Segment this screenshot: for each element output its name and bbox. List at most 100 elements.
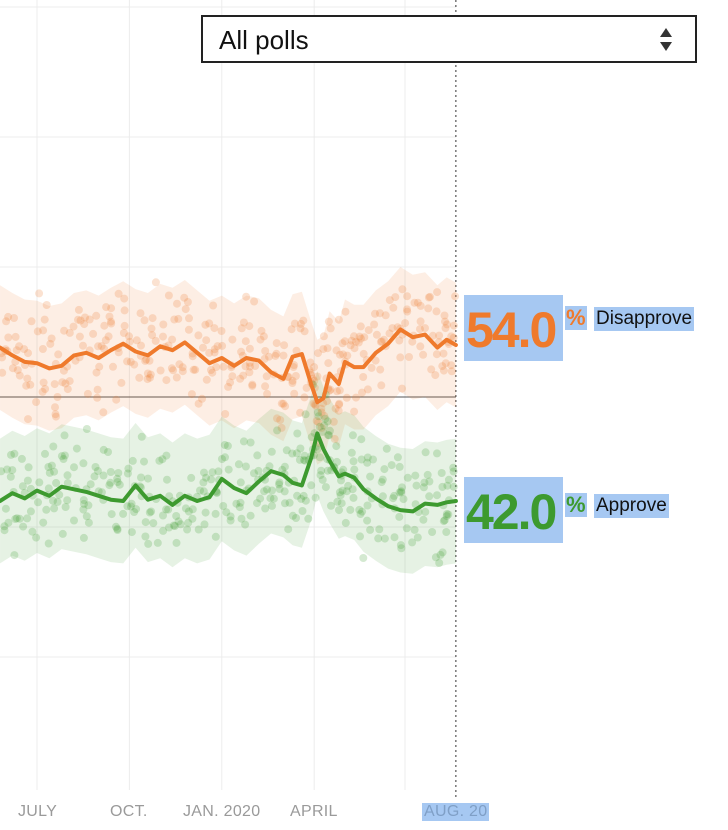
poll-dot: [236, 478, 245, 487]
poll-dot: [332, 457, 341, 466]
poll-dot: [382, 444, 391, 453]
poll-dot: [271, 351, 280, 360]
poll-dot: [201, 508, 210, 517]
poll-dot: [144, 474, 152, 483]
poll-dot: [250, 297, 259, 306]
poll-dot: [147, 507, 156, 516]
sort-arrows-icon: [660, 28, 672, 51]
poll-dot: [346, 341, 355, 350]
poll-dot: [90, 472, 99, 481]
poll-dot: [44, 463, 53, 471]
disapprove-band: [0, 267, 456, 465]
poll-dot: [334, 315, 343, 324]
poll-dot: [439, 366, 448, 375]
poll-dot: [63, 496, 72, 505]
poll-dot: [120, 294, 129, 303]
disapprove-percent-sign: %: [565, 305, 587, 330]
poll-dot: [239, 437, 248, 446]
poll-dot: [438, 482, 447, 491]
poll-dot: [60, 326, 69, 335]
poll-dot: [411, 471, 420, 480]
poll-dot: [342, 393, 351, 402]
poll-dot: [399, 495, 408, 504]
poll-dot: [53, 393, 62, 401]
poll-dot: [363, 385, 372, 394]
poll-dot: [15, 371, 24, 380]
poll-dot: [188, 505, 197, 514]
poll-dot: [299, 316, 308, 325]
poll-dot: [413, 298, 422, 307]
poll-dot: [33, 327, 42, 336]
poll-dot: [148, 314, 157, 323]
poll-dot: [59, 366, 68, 375]
poll-dot: [359, 554, 368, 562]
poll-dot: [395, 488, 404, 497]
poll-dot: [50, 504, 59, 513]
poll-dot: [185, 314, 193, 323]
poll-dot: [184, 518, 193, 527]
poll-dot: [425, 477, 434, 486]
poll-dot: [106, 468, 115, 476]
poll-dot: [440, 311, 449, 320]
poll-dot: [441, 359, 450, 368]
poll-dot: [278, 465, 287, 474]
poll-dot: [288, 379, 297, 387]
poll-dot: [23, 476, 32, 485]
poll-dot: [228, 335, 237, 344]
poll-dot: [173, 299, 181, 308]
poll-dot: [153, 538, 162, 547]
poll-dot: [395, 462, 404, 471]
poll-dot: [239, 371, 248, 380]
poll-dot: [413, 533, 422, 542]
poll-dot: [323, 417, 332, 426]
poll-dot: [436, 550, 445, 559]
poll-dot: [320, 411, 329, 420]
poll-dot: [184, 507, 193, 516]
poll-dot: [80, 499, 88, 508]
poll-dot: [352, 393, 360, 402]
poll-dot: [159, 511, 167, 520]
poll-dot: [32, 398, 41, 406]
poll-dot: [181, 504, 190, 513]
poll-dot: [440, 516, 449, 525]
poll-filter-dropdown[interactable]: All polls: [201, 15, 697, 63]
poll-dot: [119, 329, 128, 337]
poll-dot: [102, 303, 111, 312]
poll-dot: [237, 324, 246, 333]
poll-dot: [84, 518, 93, 527]
poll-dot: [355, 505, 364, 514]
poll-dot: [53, 497, 62, 506]
poll-dot: [183, 525, 192, 534]
poll-dot: [346, 505, 355, 514]
poll-dot: [334, 406, 343, 415]
poll-dot: [49, 496, 57, 505]
poll-dot: [256, 335, 265, 344]
poll-dot: [194, 399, 203, 408]
poll-dot: [194, 525, 203, 534]
poll-dot: [349, 457, 358, 466]
poll-dot: [301, 496, 310, 505]
poll-dot: [313, 372, 322, 381]
poll-dot: [299, 491, 308, 500]
poll-dot: [390, 491, 399, 500]
poll-dot: [142, 355, 151, 364]
poll-dot: [261, 347, 270, 355]
poll-dot: [2, 317, 11, 326]
poll-dot: [1, 504, 10, 513]
poll-dot: [239, 318, 248, 327]
poll-dot: [42, 505, 51, 514]
poll-dot: [135, 373, 144, 382]
poll-dot: [253, 451, 262, 460]
poll-dot: [107, 510, 116, 519]
poll-dot: [155, 456, 164, 465]
poll-dot: [281, 402, 290, 411]
poll-dot: [137, 341, 145, 350]
poll-dot: [26, 507, 35, 516]
poll-dot: [376, 337, 385, 346]
poll-dot: [149, 519, 158, 528]
poll-dot: [321, 483, 330, 492]
poll-dot: [109, 362, 117, 371]
poll-dot: [280, 341, 289, 350]
poll-dot: [92, 311, 101, 320]
poll-dot: [380, 335, 388, 344]
